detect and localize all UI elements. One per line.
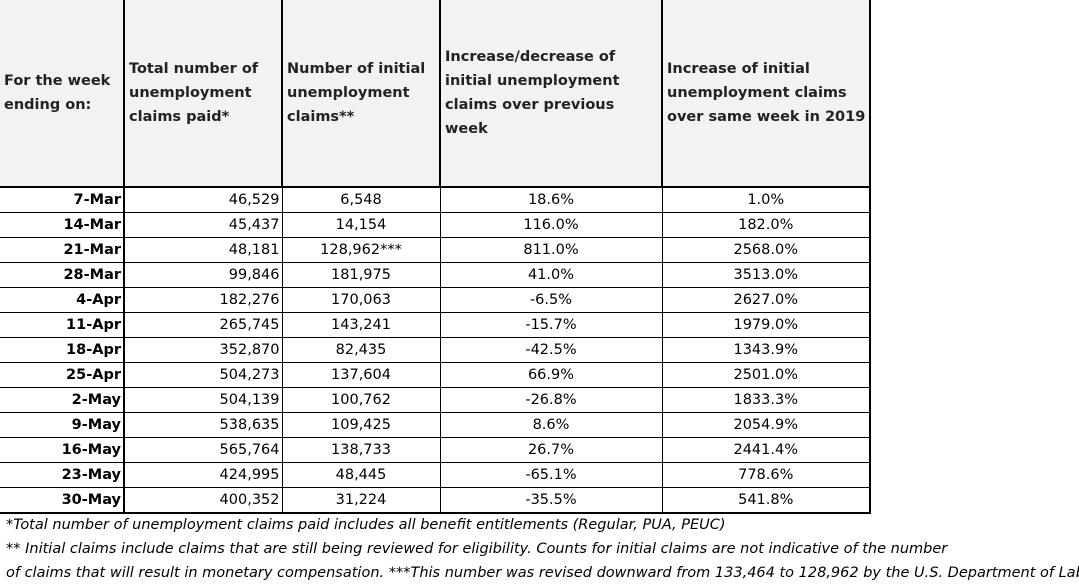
yoy-increase-cell: 2501.0%: [662, 362, 871, 388]
yoy-increase-cell: 1.0%: [662, 187, 871, 213]
initial-claims-cell: 181,975: [282, 262, 441, 288]
week-ending-cell: 25-Apr: [0, 362, 125, 388]
week-ending-cell: 21-Mar: [0, 237, 125, 263]
header-total-claims-paid: Total number of unemployment claims paid…: [124, 0, 283, 187]
weekly-change-cell: 26.7%: [440, 437, 663, 463]
week-ending-cell: 11-Apr: [0, 312, 125, 338]
claims-paid-cell: 504,139: [124, 387, 283, 413]
claims-paid-cell: 400,352: [124, 487, 283, 514]
table-row: 30-May 400,352 31,224 -35.5% 541.8%: [0, 487, 871, 514]
claims-paid-cell: 99,846: [124, 262, 283, 288]
table-row: 14-Mar 45,437 14,154 116.0% 182.0%: [0, 212, 871, 238]
initial-claims-cell: 138,733: [282, 437, 441, 463]
claims-paid-cell: 45,437: [124, 212, 283, 238]
header-row: For the week ending on: Total number of …: [0, 0, 871, 187]
weekly-change-cell: 811.0%: [440, 237, 663, 263]
table-row: 4-Apr 182,276 170,063 -6.5% 2627.0%: [0, 287, 871, 313]
yoy-increase-cell: 2441.4%: [662, 437, 871, 463]
weekly-change-cell: 66.9%: [440, 362, 663, 388]
initial-claims-cell: 82,435: [282, 337, 441, 363]
yoy-increase-cell: 1343.9%: [662, 337, 871, 363]
table-row: 7-Mar 46,529 6,548 18.6% 1.0%: [0, 187, 871, 213]
claims-paid-cell: 424,995: [124, 462, 283, 488]
weekly-change-cell: 18.6%: [440, 187, 663, 213]
initial-claims-cell: 48,445: [282, 462, 441, 488]
footnotes: *Total number of unemployment claims pai…: [6, 513, 1079, 585]
header-change-previous-week: Increase/decrease of initial unemploymen…: [440, 0, 663, 187]
weekly-change-cell: -42.5%: [440, 337, 663, 363]
footnote-revision: of claims that will result in monetary c…: [6, 565, 1079, 581]
table-body: 7-Mar 46,529 6,548 18.6% 1.0% 14-Mar 45,437 14,…: [0, 187, 871, 514]
initial-claims-cell: 100,762: [282, 387, 441, 413]
footnote-initial-claims: ** Initial claims include claims that ar…: [6, 541, 948, 557]
weekly-change-cell: -26.8%: [440, 387, 663, 413]
initial-claims-cell: 143,241: [282, 312, 441, 338]
weekly-change-cell: 8.6%: [440, 412, 663, 438]
table-row: 25-Apr 504,273 137,604 66.9% 2501.0%: [0, 362, 871, 388]
claims-paid-cell: 46,529: [124, 187, 283, 213]
claims-paid-cell: 504,273: [124, 362, 283, 388]
week-ending-cell: 18-Apr: [0, 337, 125, 363]
week-ending-cell: 2-May: [0, 387, 125, 413]
claims-paid-cell: 265,745: [124, 312, 283, 338]
table-row: 23-May 424,995 48,445 -65.1% 778.6%: [0, 462, 871, 488]
week-ending-cell: 30-May: [0, 487, 125, 514]
table-row: 18-Apr 352,870 82,435 -42.5% 1343.9%: [0, 337, 871, 363]
header-increase-vs-2019: Increase of initial unemployment claims …: [662, 0, 871, 187]
initial-claims-cell: 6,548: [282, 187, 441, 213]
initial-claims-cell: 137,604: [282, 362, 441, 388]
yoy-increase-cell: 3513.0%: [662, 262, 871, 288]
week-ending-cell: 16-May: [0, 437, 125, 463]
table-row: 21-Mar 48,181 128,962*** 811.0% 2568.0%: [0, 237, 871, 263]
weekly-change-cell: -15.7%: [440, 312, 663, 338]
header-initial-claims: Number of initial unemployment claims**: [282, 0, 441, 187]
week-ending-cell: 23-May: [0, 462, 125, 488]
week-ending-cell: 28-Mar: [0, 262, 125, 288]
yoy-increase-cell: 541.8%: [662, 487, 871, 514]
yoy-increase-cell: 2568.0%: [662, 237, 871, 263]
claims-paid-cell: 565,764: [124, 437, 283, 463]
header-week-ending: For the week ending on:: [0, 0, 125, 187]
claims-paid-cell: 538,635: [124, 412, 283, 438]
week-ending-cell: 4-Apr: [0, 287, 125, 313]
yoy-increase-cell: 1833.3%: [662, 387, 871, 413]
claims-table: For the week ending on: Total number of …: [0, 0, 871, 514]
week-ending-cell: 9-May: [0, 412, 125, 438]
week-ending-cell: 14-Mar: [0, 212, 125, 238]
initial-claims-cell: 170,063: [282, 287, 441, 313]
initial-claims-cell: 31,224: [282, 487, 441, 514]
yoy-increase-cell: 2627.0%: [662, 287, 871, 313]
weekly-change-cell: -35.5%: [440, 487, 663, 514]
weekly-change-cell: -65.1%: [440, 462, 663, 488]
week-ending-cell: 7-Mar: [0, 187, 125, 213]
yoy-increase-cell: 182.0%: [662, 212, 871, 238]
footnote-claims-paid: *Total number of unemployment claims pai…: [6, 517, 726, 533]
table-row: 9-May 538,635 109,425 8.6% 2054.9%: [0, 412, 871, 438]
weekly-change-cell: 41.0%: [440, 262, 663, 288]
table-row: 11-Apr 265,745 143,241 -15.7% 1979.0%: [0, 312, 871, 338]
yoy-increase-cell: 1979.0%: [662, 312, 871, 338]
weekly-change-cell: 116.0%: [440, 212, 663, 238]
initial-claims-cell: 109,425: [282, 412, 441, 438]
claims-paid-cell: 352,870: [124, 337, 283, 363]
yoy-increase-cell: 778.6%: [662, 462, 871, 488]
table-row: 16-May 565,764 138,733 26.7% 2441.4%: [0, 437, 871, 463]
claims-paid-cell: 48,181: [124, 237, 283, 263]
table-row: 28-Mar 99,846 181,975 41.0% 3513.0%: [0, 262, 871, 288]
yoy-increase-cell: 2054.9%: [662, 412, 871, 438]
table-row: 2-May 504,139 100,762 -26.8% 1833.3%: [0, 387, 871, 413]
claims-paid-cell: 182,276: [124, 287, 283, 313]
weekly-change-cell: -6.5%: [440, 287, 663, 313]
initial-claims-cell: 14,154: [282, 212, 441, 238]
initial-claims-cell: 128,962***: [282, 237, 441, 263]
